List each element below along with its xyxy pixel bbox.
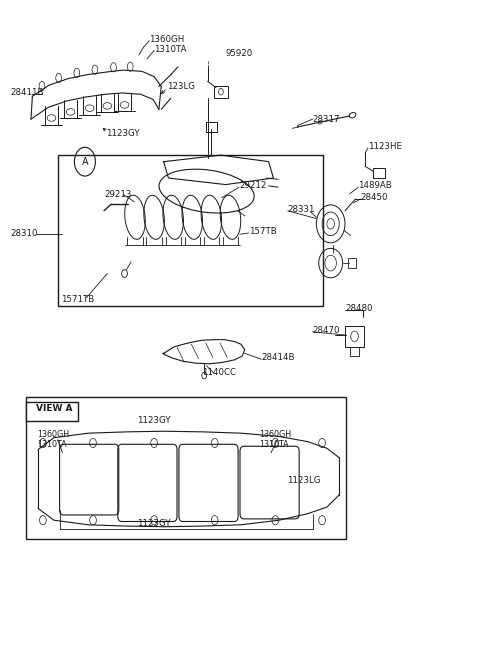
Text: 1360GH: 1360GH [149, 35, 185, 44]
Text: 28450: 28450 [360, 193, 388, 202]
Text: 1360GH
1310TA: 1360GH 1310TA [259, 430, 291, 449]
Text: 123LG: 123LG [168, 82, 195, 91]
Text: 1489AB: 1489AB [359, 181, 392, 191]
Text: 1123LG: 1123LG [287, 476, 320, 485]
Text: 29212: 29212 [239, 181, 266, 191]
Text: 95920: 95920 [226, 49, 253, 58]
Bar [205, 122, 217, 132]
Text: 29213: 29213 [104, 190, 132, 199]
Text: 28317: 28317 [312, 115, 340, 124]
Bar [26, 402, 78, 421]
Bar [372, 168, 384, 178]
Text: 28331: 28331 [288, 205, 315, 214]
Text: 1140CC: 1140CC [202, 369, 236, 378]
Text: 1123GY: 1123GY [137, 519, 171, 528]
Text: 1310TA: 1310TA [154, 45, 187, 54]
Text: 28480: 28480 [345, 304, 372, 313]
Text: 28411B: 28411B [10, 89, 44, 97]
Bar [214, 87, 228, 98]
Text: A: A [82, 156, 88, 167]
Text: 157TB: 157TB [249, 227, 276, 236]
Text: VIEW A: VIEW A [36, 405, 73, 413]
Text: 1571TB: 1571TB [61, 294, 94, 304]
Bar [58, 155, 323, 306]
Text: 1123HE: 1123HE [368, 142, 402, 151]
Text: 28310: 28310 [10, 229, 37, 238]
Bar [345, 326, 364, 347]
Text: 1123GY: 1123GY [107, 129, 140, 138]
Bar [348, 258, 357, 268]
Text: 28414B: 28414B [262, 353, 295, 363]
Text: 28470: 28470 [312, 326, 340, 335]
Text: 1360GH
1310TA: 1360GH 1310TA [37, 430, 69, 449]
Bar [26, 397, 346, 539]
Text: 1123GY: 1123GY [137, 416, 171, 424]
